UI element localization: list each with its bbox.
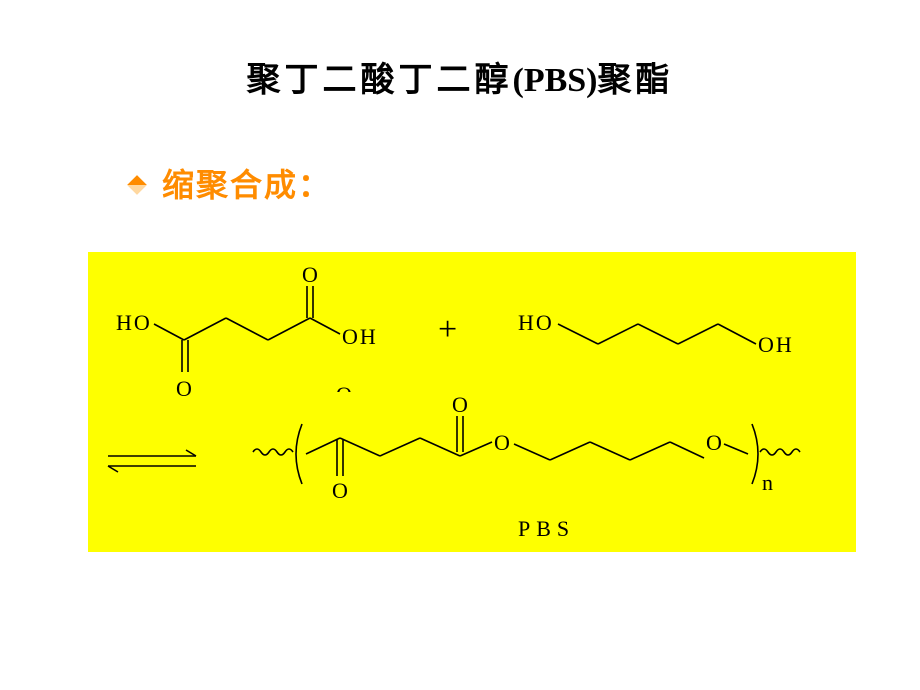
atom-label: O	[452, 392, 470, 417]
title-cn1: 聚丁二酸丁二醇	[247, 62, 513, 99]
atom-label: O	[494, 430, 512, 455]
atom-label: HO	[518, 310, 554, 335]
repeat-n: n	[762, 470, 775, 495]
section-label: 缩聚合成：	[162, 167, 332, 203]
reaction-diagram: HO O O OH + HO	[88, 252, 856, 552]
section-heading: 缩聚合成：	[130, 160, 332, 206]
atom-label: O	[302, 262, 320, 287]
atom-label: OH	[342, 324, 378, 349]
atom-label: OH	[758, 332, 794, 357]
title-paren: (PBS)	[513, 62, 598, 99]
atom-label: O	[706, 430, 724, 455]
atom-label: O	[332, 478, 350, 503]
reactant-succinic-acid: HO O O OH	[116, 262, 378, 401]
slide-title: 聚丁二酸丁二醇(PBS)聚酯	[0, 52, 920, 101]
bullet-icon	[127, 175, 147, 195]
atom-label: O	[176, 376, 194, 401]
plus-sign: +	[438, 311, 457, 348]
equilibrium-arrow	[108, 450, 196, 472]
title-cn2: 聚酯	[598, 62, 674, 99]
reactant-butanediol: HO OH	[518, 310, 794, 357]
product-label: PBS	[518, 516, 575, 541]
atom-label: HO	[116, 310, 152, 335]
